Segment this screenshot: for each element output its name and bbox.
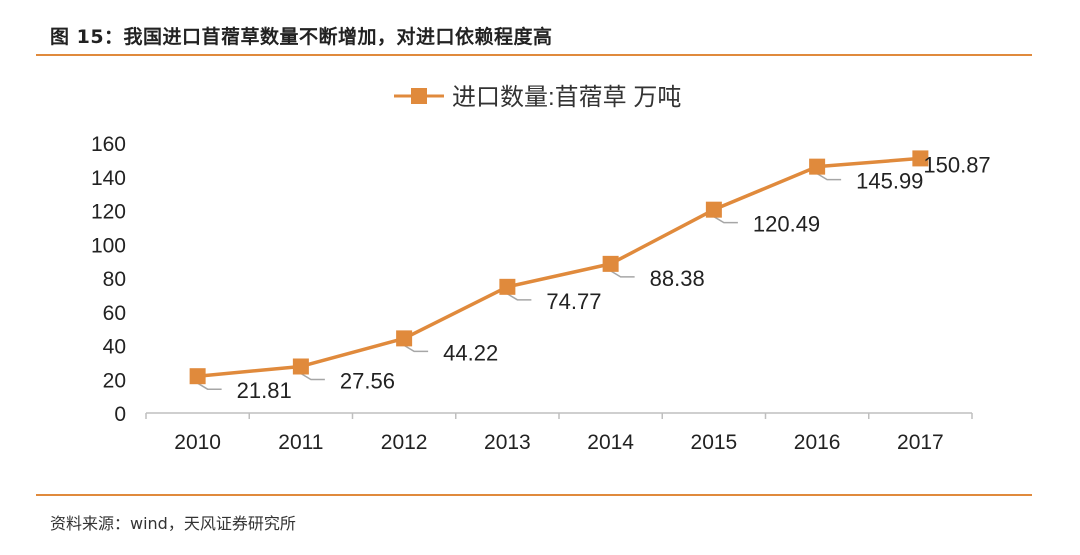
- source-note: 资料来源：wind，天风证券研究所: [50, 514, 296, 533]
- x-tick-label: 2016: [794, 431, 841, 454]
- data-label: 21.81: [237, 378, 292, 403]
- data-point-marker: [396, 330, 413, 347]
- x-axis-ticks: 2010 2011 2012 2013 2014 2015 2016 2017: [174, 431, 943, 454]
- data-labels: 21.81 27.56 44.22 74.77 88.38 120.49 145.99150…: [237, 152, 991, 403]
- y-tick-label: 80: [103, 268, 126, 291]
- bottom-rule: [36, 494, 1032, 496]
- data-point-marker: [705, 201, 722, 218]
- data-point-marker: [292, 358, 309, 375]
- data-label: 88.38: [650, 266, 705, 291]
- data-label: 150.87: [923, 152, 990, 177]
- data-point-marker: [499, 278, 516, 295]
- series-line: [197, 156, 921, 378]
- data-label-leader: [506, 293, 532, 301]
- y-tick-label: 100: [91, 234, 126, 257]
- data-label-leaders: [197, 172, 842, 390]
- chart-legend: 进口数量:苜蓿草 万吨: [394, 84, 681, 111]
- legend-marker: [411, 88, 427, 104]
- data-label: 27.56: [340, 368, 395, 393]
- figure-title: 图 15：我国进口苜蓿草数量不断增加，对进口依赖程度高: [50, 26, 553, 48]
- data-label: 74.77: [546, 289, 601, 314]
- y-tick-label: 60: [103, 302, 126, 325]
- data-point-marker: [602, 255, 619, 272]
- top-rule: [36, 54, 1032, 56]
- x-tick-label: 2013: [484, 431, 531, 454]
- axes: [145, 412, 973, 419]
- x-tick-label: 2011: [278, 431, 323, 454]
- x-tick-label: 2010: [174, 431, 221, 454]
- data-label-leader: [713, 216, 738, 224]
- y-axis-ticks: 0 20 40 60 80 100 120 140 160: [91, 133, 126, 426]
- series-polyline: [197, 156, 921, 378]
- y-tick-label: 160: [91, 133, 126, 156]
- data-label: 145.99: [856, 169, 923, 194]
- legend-label: 进口数量:苜蓿草 万吨: [452, 84, 681, 111]
- data-label-leader: [610, 270, 635, 278]
- x-tick-label: 2012: [381, 431, 428, 454]
- data-label-leader: [300, 372, 325, 381]
- series-markers: [189, 150, 929, 385]
- data-point-marker: [189, 368, 206, 385]
- data-label: 44.22: [443, 340, 498, 365]
- data-point-marker: [809, 158, 826, 175]
- y-tick-label: 40: [103, 336, 126, 359]
- data-label-leader: [816, 172, 842, 181]
- y-tick-label: 140: [91, 167, 126, 190]
- y-tick-label: 20: [103, 369, 126, 392]
- data-label-leader: [197, 382, 222, 390]
- x-tick-label: 2015: [691, 431, 738, 454]
- y-tick-label: 0: [114, 403, 126, 426]
- data-label-leader: [403, 344, 429, 353]
- x-tick-label: 2014: [587, 431, 634, 454]
- data-label: 120.49: [753, 212, 820, 237]
- data-point-marker: [912, 150, 929, 167]
- x-tick-label: 2017: [897, 431, 944, 454]
- y-tick-label: 120: [91, 201, 126, 224]
